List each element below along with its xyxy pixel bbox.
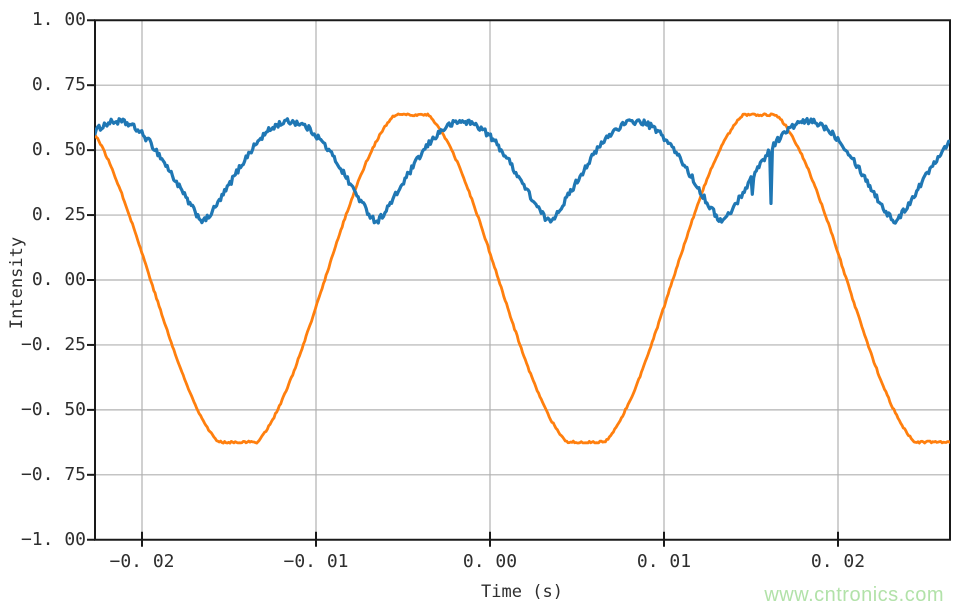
y-tick-label: 0. 75 (31, 74, 86, 96)
y-tick-label: −0. 25 (20, 333, 86, 355)
series-orange-path (95, 112, 950, 445)
y-tick-label: −1. 00 (20, 528, 86, 550)
x-tick-label: 0. 01 (636, 551, 692, 572)
watermark: www.cntronics.com (764, 584, 944, 606)
x-axis-title: Time (s) (481, 582, 563, 602)
y-tick-label: 0. 25 (31, 204, 86, 226)
y-tick-label: 0. 50 (31, 139, 86, 161)
y-tick-label: −0. 50 (20, 398, 86, 420)
x-tick-label: −0. 01 (283, 551, 349, 572)
y-tick-label: 1. 00 (31, 9, 86, 31)
y-tick-label: −0. 75 (20, 463, 86, 485)
x-tick-label: 0. 02 (810, 551, 866, 572)
x-tick-label: 0. 00 (462, 551, 518, 572)
y-axis-title: Intensity (7, 236, 27, 330)
series-blue-path (95, 117, 950, 225)
y-tick-label: 0. 00 (31, 269, 86, 290)
x-tick-label: −0. 02 (109, 551, 175, 572)
